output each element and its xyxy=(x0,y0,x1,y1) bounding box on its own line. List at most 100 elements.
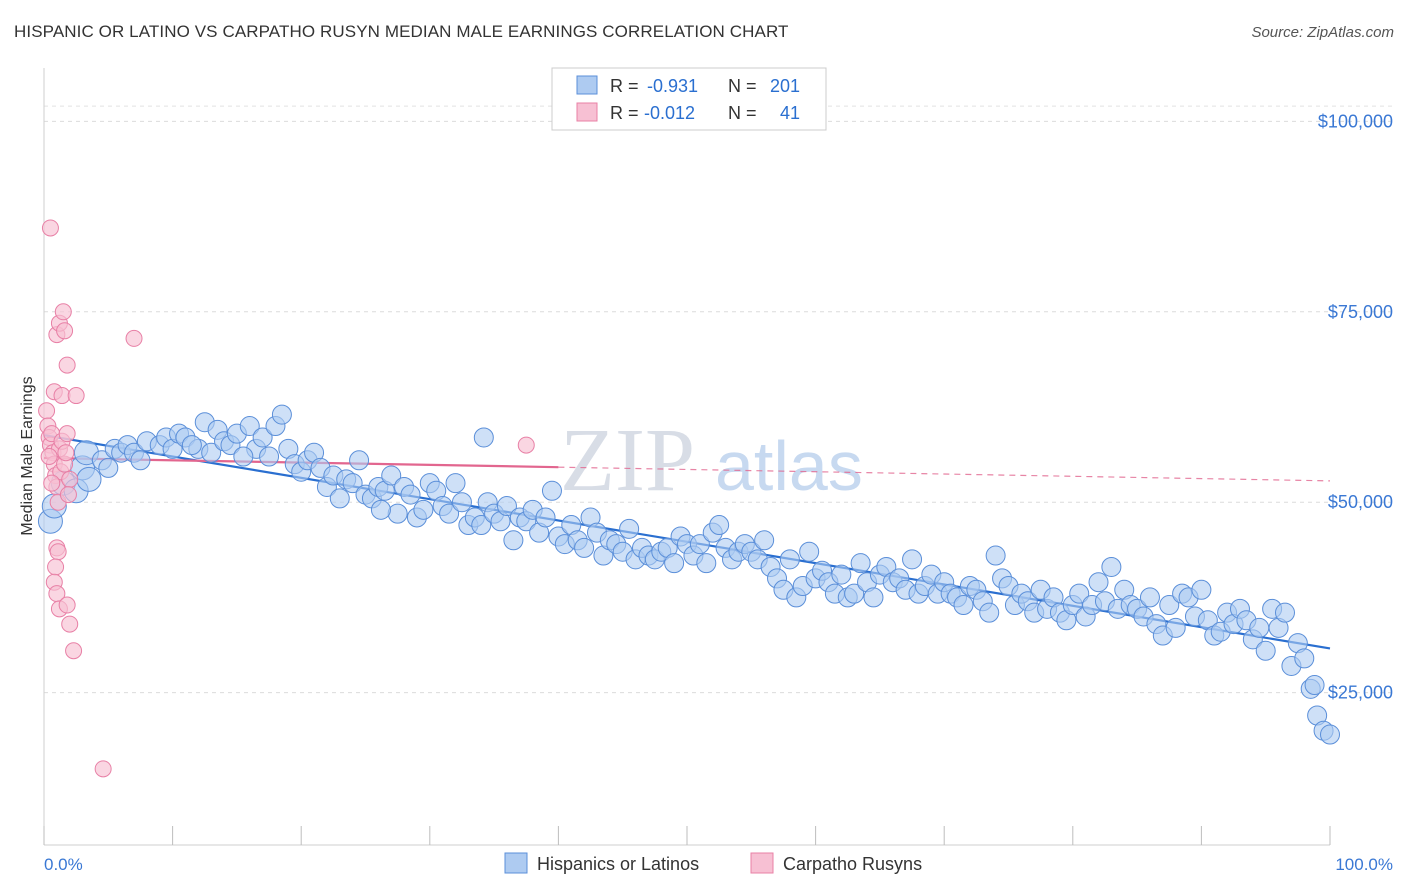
y-tick-label-3: $100,000 xyxy=(1318,111,1393,131)
point-hispanics-136 xyxy=(953,595,974,616)
point-hispanics-196 xyxy=(181,435,202,456)
point-hispanics-159 xyxy=(1101,556,1122,577)
point-hispanics-98 xyxy=(709,515,730,536)
y-tick-label-2: $75,000 xyxy=(1328,302,1393,322)
point-hispanics-182 xyxy=(1249,617,1270,638)
source-label: Source: ZipAtlas.com xyxy=(1251,24,1394,41)
point-hispanics-41 xyxy=(342,473,363,494)
legend-n-label-2: N = xyxy=(728,103,757,123)
point-hispanics-20 xyxy=(201,442,222,463)
point-carpatho-35 xyxy=(43,474,61,492)
point-hispanics-157 xyxy=(1088,572,1109,593)
trend-line-carpatho-extension xyxy=(558,466,1331,482)
point-hispanics-128 xyxy=(902,549,923,570)
bottom-legend-swatch-blue xyxy=(504,852,528,874)
watermark-atlas: atlas xyxy=(715,427,863,505)
x-tick-label-max: 100.0% xyxy=(1335,855,1393,874)
point-carpatho-38 xyxy=(94,760,112,778)
point-carpatho-18 xyxy=(58,356,76,374)
legend-box: R = -0.931 N = 201 R = -0.012 N = 41 xyxy=(551,67,827,131)
point-carpatho-20 xyxy=(41,219,59,237)
point-carpatho-22 xyxy=(58,425,76,443)
point-carpatho-32 xyxy=(65,642,83,660)
point-hispanics-173 xyxy=(1191,579,1212,600)
point-hispanics-168 xyxy=(1159,595,1180,616)
point-hispanics-57 xyxy=(445,473,466,494)
point-carpatho-36 xyxy=(125,329,143,347)
axes xyxy=(43,68,1331,846)
point-hispanics-27 xyxy=(252,427,273,448)
point-hispanics-169 xyxy=(1165,617,1186,638)
point-hispanics-186 xyxy=(1274,602,1295,623)
point-carpatho-31 xyxy=(61,615,79,633)
chart-title: HISPANIC OR LATINO VS CARPATHO RUSYN MED… xyxy=(14,22,789,41)
point-carpatho-19 xyxy=(53,387,71,405)
legend-swatch-blue xyxy=(576,75,598,95)
point-hispanics-95 xyxy=(689,534,710,555)
point-hispanics-195 xyxy=(130,450,151,471)
point-hispanics-194 xyxy=(76,466,102,492)
point-hispanics-28 xyxy=(259,446,280,467)
series-hispanics-points xyxy=(37,404,1340,745)
point-hispanics-48 xyxy=(387,503,408,524)
point-hispanics-120 xyxy=(850,553,871,574)
point-hispanics-91 xyxy=(664,553,685,574)
point-hispanics-154 xyxy=(1069,583,1090,604)
bottom-legend-label-blue: Hispanics or Latinos xyxy=(537,854,699,874)
point-hispanics-7 xyxy=(98,457,119,478)
legend-r-label-1: R = xyxy=(610,76,639,96)
point-hispanics-119 xyxy=(844,583,865,604)
point-hispanics-52 xyxy=(413,499,434,520)
legend-swatch-pink xyxy=(576,102,598,122)
point-hispanics-199 xyxy=(473,427,494,448)
series-carpatho-points xyxy=(38,219,535,778)
point-carpatho-40 xyxy=(40,448,58,465)
y-axis-label: Median Male Earnings xyxy=(19,376,36,535)
point-hispanics-77 xyxy=(574,537,595,558)
point-hispanics-39 xyxy=(329,488,350,509)
point-hispanics-198 xyxy=(370,499,391,520)
point-hispanics-165 xyxy=(1139,587,1160,608)
legend-n-value-1: 201 xyxy=(770,76,800,96)
point-hispanics-200 xyxy=(1304,675,1325,696)
point-hispanics-112 xyxy=(799,541,820,562)
point-carpatho-16 xyxy=(54,303,72,321)
point-hispanics-47 xyxy=(381,465,402,486)
point-hispanics-117 xyxy=(831,564,852,585)
point-hispanics-66 xyxy=(503,530,524,551)
point-hispanics-183 xyxy=(1255,640,1276,661)
point-hispanics-96 xyxy=(696,553,717,574)
point-hispanics-140 xyxy=(979,602,1000,623)
point-carpatho-37 xyxy=(517,436,535,454)
legend-n-value-2: 41 xyxy=(780,103,800,123)
legend-r-label-2: R = xyxy=(610,103,639,123)
point-hispanics-84 xyxy=(619,518,640,539)
x-tick-label-min: 0.0% xyxy=(44,855,83,874)
point-hispanics-197 xyxy=(233,446,254,467)
point-hispanics-50 xyxy=(400,484,421,505)
legend-r-value-2: -0.012 xyxy=(644,103,695,123)
point-carpatho-39 xyxy=(59,486,77,504)
y-tick-label-0: $25,000 xyxy=(1328,683,1393,703)
point-hispanics-122 xyxy=(863,587,884,608)
point-carpatho-26 xyxy=(47,558,65,576)
point-hispanics-71 xyxy=(535,507,556,528)
y-tick-label-1: $50,000 xyxy=(1328,492,1393,512)
point-hispanics-141 xyxy=(985,545,1006,566)
y-axis-tick-labels: $25,000 $50,000 $75,000 $100,000 xyxy=(1318,111,1393,702)
point-hispanics-61 xyxy=(471,515,492,536)
point-hispanics-193 xyxy=(1320,724,1340,745)
point-hispanics-72 xyxy=(541,480,562,501)
point-hispanics-56 xyxy=(439,503,460,524)
bottom-legend-swatch-pink xyxy=(750,852,774,874)
point-hispanics-189 xyxy=(1294,648,1315,669)
point-carpatho-0 xyxy=(38,402,56,420)
point-hispanics-42 xyxy=(349,450,370,471)
point-carpatho-25 xyxy=(49,543,67,561)
point-carpatho-21 xyxy=(67,387,85,405)
point-hispanics-25 xyxy=(239,416,260,437)
point-hispanics-30 xyxy=(271,404,292,425)
point-carpatho-33 xyxy=(57,444,75,462)
point-hispanics-109 xyxy=(779,549,800,570)
